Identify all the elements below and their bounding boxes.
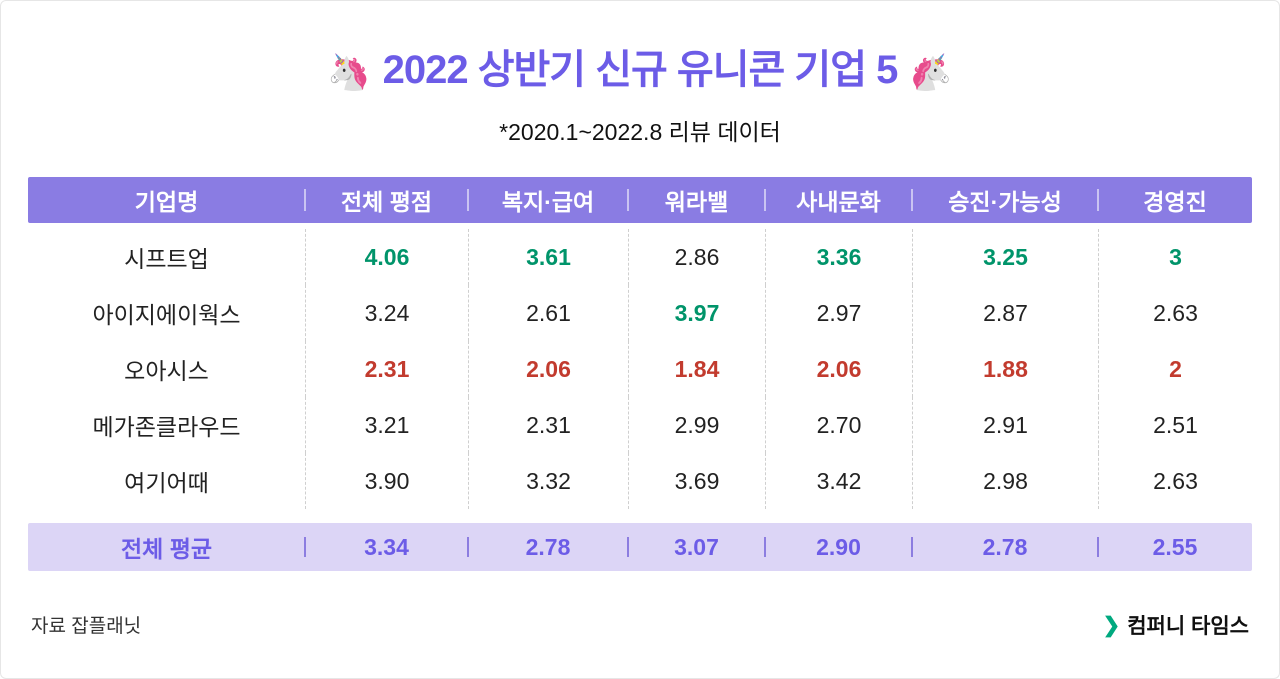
rating-cell: 2.97 [765,285,912,341]
rating-cell: 2.06 [468,341,628,397]
column-header: 복지·급여 [468,177,628,223]
rating-cell: 2.91 [912,397,1098,453]
rating-cell: 2.06 [765,341,912,397]
column-header: 기업명 [134,189,199,215]
subtitle: *2020.1~2022.8 리뷰 데이터 [499,119,781,145]
table-row: 아이지에이웍스 3.24 2.61 3.97 2.97 2.87 2.63 [28,285,1252,341]
average-value-cell: 2.55 [1098,523,1252,571]
average-value-cell: 2.78 [912,523,1098,571]
rating-cell: 2 [1098,341,1252,397]
page-title: 🦄 2022 상반기 신규 유니콘 기업 5 🦄 [1,37,1279,95]
table-header-row: 기업명 전체 평점 복지·급여 워라밸 사내문화 승진·가능성 경영진 [28,177,1252,223]
company-name-cell: 아이지에이웍스 [92,302,241,328]
column-header: 경영진 [1098,177,1252,223]
source-note: 자료 잡플래닛 [31,616,142,637]
rating-cell: 2.63 [1098,285,1252,341]
average-value-cell: 3.07 [628,523,765,571]
rating-cell: 3.36 [765,229,912,285]
rating-cell: 2.87 [912,285,1098,341]
title-text: 2022 상반기 신규 유니콘 기업 5 [382,48,899,92]
average-value-cell: 2.90 [765,523,912,571]
average-label-cell: 전체 평균 [120,536,213,562]
rating-cell: 2.86 [628,229,765,285]
company-name-cell: 시프트업 [124,246,209,272]
rating-cell: 4.06 [305,229,468,285]
rating-cell: 2.31 [305,341,468,397]
rating-cell: 3.97 [628,285,765,341]
company-name-cell: 여기어때 [124,470,209,496]
rating-cell: 1.84 [628,341,765,397]
average-value-cell: 2.78 [468,523,628,571]
table-row: 시프트업 4.06 3.61 2.86 3.36 3.25 3 [28,229,1252,285]
brand-name: 컴퍼니 타임스 [1127,615,1249,638]
unicorn-emoji-left: 🦄 [327,52,371,92]
rating-cell: 2.61 [468,285,628,341]
company-name-cell: 오아시스 [124,358,209,384]
rating-cell: 2.99 [628,397,765,453]
ratings-table: 기업명 전체 평점 복지·급여 워라밸 사내문화 승진·가능성 경영진 시프트업 4.06 3.… [28,177,1252,571]
rating-cell: 3.21 [305,397,468,453]
rating-cell: 3 [1098,229,1252,285]
chevron-icon: ❯ [1102,613,1121,637]
rating-cell: 3.42 [765,453,912,509]
table-body: 시프트업 4.06 3.61 2.86 3.36 3.25 3 아이지에이웍스 3.24 2.61… [28,223,1252,509]
rating-cell: 3.61 [468,229,628,285]
table-row: 오아시스 2.31 2.06 1.84 2.06 1.88 2 [28,341,1252,397]
rating-cell: 1.88 [912,341,1098,397]
rating-cell: 3.25 [912,229,1098,285]
unicorn-emoji-right: 🦄 [909,52,953,92]
rating-cell: 2.98 [912,453,1098,509]
rating-cell: 3.24 [305,285,468,341]
table-row: 메가존클라우드 3.21 2.31 2.99 2.70 2.91 2.51 [28,397,1252,453]
rating-cell: 3.69 [628,453,765,509]
column-header: 사내문화 [765,177,912,223]
column-header: 전체 평점 [305,177,468,223]
column-header: 승진·가능성 [912,177,1098,223]
column-header: 워라밸 [628,177,765,223]
rating-cell: 2.63 [1098,453,1252,509]
rating-cell: 2.70 [765,397,912,453]
rating-cell: 2.31 [468,397,628,453]
rating-cell: 3.90 [305,453,468,509]
rating-cell: 2.51 [1098,397,1252,453]
average-value-cell: 3.34 [305,523,468,571]
table-row: 여기어때 3.90 3.32 3.69 3.42 2.98 2.63 [28,453,1252,509]
brand-logo: ❯ 컴퍼니 타임스 [1103,610,1249,640]
company-name-cell: 메가존클라우드 [92,414,241,440]
table-average-row: 전체 평균 3.34 2.78 3.07 2.90 2.78 2.55 [28,523,1252,571]
rating-cell: 3.32 [468,453,628,509]
